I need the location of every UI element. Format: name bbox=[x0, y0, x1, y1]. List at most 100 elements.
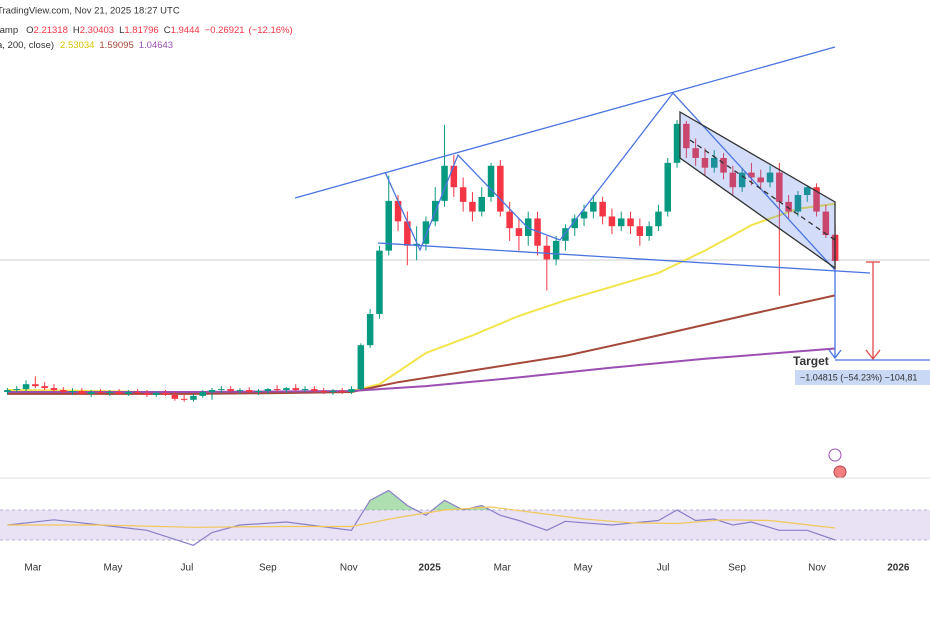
arrow-head bbox=[828, 349, 842, 360]
candle-body bbox=[292, 388, 299, 391]
candle-body bbox=[673, 123, 681, 163]
candle-body bbox=[524, 218, 532, 236]
candle-body bbox=[608, 216, 616, 227]
candle-body bbox=[803, 187, 811, 196]
candle-body bbox=[664, 162, 671, 212]
open-label: O bbox=[26, 25, 33, 36]
candle-body bbox=[422, 221, 430, 244]
prefix: a, 200, close) bbox=[0, 40, 54, 51]
candle-body bbox=[255, 391, 262, 393]
x-tick-label: May bbox=[574, 563, 593, 574]
change-pct: (−12.16%) bbox=[249, 25, 293, 36]
candle-body bbox=[32, 384, 39, 387]
target-label: −1.04815 (−54.23%) −104,81 bbox=[800, 372, 917, 382]
candle-body bbox=[515, 228, 523, 236]
high-value: 2.30403 bbox=[80, 25, 114, 36]
candle-body bbox=[125, 391, 132, 394]
candle-body bbox=[376, 250, 383, 314]
candle-body bbox=[813, 187, 820, 212]
candle-body bbox=[599, 201, 606, 217]
candle-body bbox=[785, 201, 792, 212]
candle-body bbox=[441, 165, 448, 201]
target-title: Target bbox=[793, 354, 829, 368]
x-tick-label: Nov bbox=[340, 563, 358, 574]
trendline bbox=[377, 242, 871, 274]
candle-body bbox=[506, 211, 513, 229]
candle-body bbox=[152, 392, 160, 395]
candle-body bbox=[143, 392, 151, 395]
candle-body bbox=[106, 391, 113, 393]
candle-body bbox=[766, 172, 774, 183]
candle-body bbox=[590, 201, 597, 212]
candle-body bbox=[497, 165, 504, 212]
candle-body bbox=[22, 384, 30, 390]
icon[interactable] bbox=[828, 448, 842, 462]
close-label: C bbox=[164, 25, 171, 36]
candle-body bbox=[655, 211, 662, 227]
change: −0.26921 bbox=[205, 25, 245, 36]
target-box bbox=[795, 370, 930, 385]
x-tick-label: Jul bbox=[657, 563, 670, 574]
ma-value: 1.59095 bbox=[99, 40, 133, 51]
candle-body bbox=[366, 313, 374, 346]
x-tick-label: Sep bbox=[259, 563, 277, 574]
candle-body bbox=[208, 390, 216, 392]
icon[interactable] bbox=[833, 465, 847, 479]
x-tick-label: 2026 bbox=[887, 563, 910, 574]
rsi-band bbox=[0, 510, 930, 540]
candle-body bbox=[69, 391, 76, 393]
candle-body bbox=[329, 391, 337, 393]
candle-body bbox=[283, 388, 290, 391]
x-tick-label: Mar bbox=[24, 563, 42, 574]
candle-body bbox=[552, 240, 560, 260]
candle-body bbox=[273, 389, 281, 391]
candle-body bbox=[776, 172, 783, 202]
candle-body bbox=[218, 389, 225, 391]
low-label: L bbox=[119, 25, 124, 36]
candle-body bbox=[348, 389, 355, 392]
candle-body bbox=[571, 218, 578, 229]
candle-body bbox=[190, 395, 197, 400]
x-tick-label: Sep bbox=[728, 563, 746, 574]
rsi-pane bbox=[0, 489, 930, 546]
candle-body bbox=[50, 388, 58, 391]
candle-body bbox=[459, 187, 467, 202]
candle-body bbox=[710, 157, 718, 168]
candle-body bbox=[404, 221, 411, 246]
channel bbox=[679, 110, 836, 270]
channel-mid bbox=[689, 139, 836, 241]
rsi-line bbox=[7, 489, 836, 546]
prefix: tamp bbox=[0, 25, 18, 36]
candle-body bbox=[636, 226, 644, 236]
x-tick-label: Mar bbox=[494, 563, 512, 574]
candle-body bbox=[41, 386, 48, 389]
candle-body bbox=[720, 157, 727, 173]
candle-body bbox=[729, 172, 737, 188]
ma-value: 1.04643 bbox=[139, 40, 173, 51]
candle-body bbox=[199, 391, 206, 396]
candle-body bbox=[245, 390, 253, 392]
legend-text: tamp O2.21318 H2.30403 L1.81796 C1.9444 −0.26… bbox=[0, 25, 293, 36]
candle-body bbox=[748, 172, 755, 178]
candle-body bbox=[683, 123, 690, 149]
candle-body bbox=[180, 398, 188, 400]
candle-body bbox=[394, 200, 402, 222]
low-value: 1.81796 bbox=[124, 25, 158, 36]
candle-body bbox=[794, 195, 802, 212]
candle-body bbox=[87, 391, 95, 394]
candle-body bbox=[320, 391, 327, 393]
source: TradingView.com, Nov 21, 2025 18:27 UTC bbox=[0, 6, 180, 17]
x-tick-label: 2025 bbox=[419, 563, 442, 574]
candle-body bbox=[450, 165, 458, 188]
candle-body bbox=[311, 389, 318, 392]
drawings bbox=[294, 46, 930, 361]
candle-body bbox=[97, 391, 104, 393]
x-tick-label: Nov bbox=[808, 563, 826, 574]
candle-body bbox=[301, 389, 309, 391]
candle-body bbox=[338, 391, 346, 393]
x-tick-label: Jul bbox=[181, 563, 194, 574]
candle-body bbox=[134, 391, 141, 393]
x-tick-label: May bbox=[104, 563, 123, 574]
candle-body bbox=[692, 148, 699, 158]
